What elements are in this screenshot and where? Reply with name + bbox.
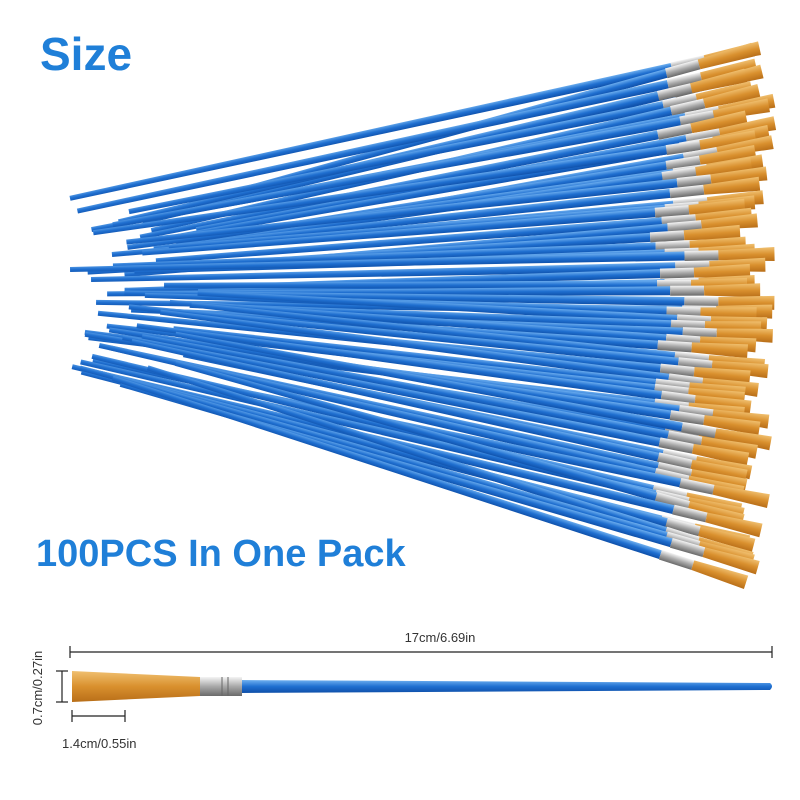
single-brush	[72, 671, 772, 702]
brush-part	[679, 477, 715, 495]
brush-part	[702, 547, 760, 575]
brush-part	[111, 375, 662, 559]
brush	[139, 110, 748, 240]
brush-part	[142, 208, 656, 256]
brush-part	[169, 299, 667, 344]
brush	[69, 247, 775, 272]
brush-bundle	[69, 41, 777, 590]
height-label: 0.7cm/0.27in	[30, 651, 45, 725]
brush-part	[112, 242, 656, 269]
length-label: 17cm/6.69in	[405, 630, 476, 645]
brush-part	[164, 280, 658, 290]
brush-part	[175, 331, 683, 432]
brush-part	[122, 335, 661, 447]
dimension-lines	[56, 646, 773, 722]
brush-part	[681, 422, 717, 439]
brush-part	[665, 140, 701, 156]
brush-part	[676, 174, 712, 188]
width-label: 1.4cm/0.55in	[62, 736, 136, 751]
brush-part	[141, 334, 669, 440]
brush-part	[659, 267, 695, 279]
brush-part	[683, 224, 741, 241]
brush-part	[690, 110, 748, 134]
brush-part	[672, 504, 708, 523]
brush-part	[657, 83, 693, 101]
brush-part	[126, 178, 678, 245]
brush-part	[189, 302, 672, 330]
brush-part	[670, 98, 706, 116]
brush-part	[128, 101, 665, 215]
brush	[142, 198, 746, 256]
brush-part	[714, 428, 772, 451]
brush-part	[669, 537, 706, 558]
brush-part	[665, 155, 701, 171]
brush-part	[69, 62, 673, 201]
brush	[111, 375, 749, 590]
brush-part	[701, 213, 758, 231]
brush-part	[131, 338, 660, 462]
brush-part	[712, 484, 770, 508]
brush-part	[698, 526, 756, 553]
brush-part	[109, 345, 657, 478]
brush-part	[665, 517, 701, 537]
brush-part	[700, 58, 758, 83]
brush-part	[666, 306, 701, 318]
brush-part	[669, 410, 705, 426]
brush-part	[659, 363, 695, 377]
brush-part	[691, 342, 749, 359]
brush-part	[693, 263, 751, 278]
brush	[128, 304, 769, 379]
brush-part	[654, 205, 690, 218]
brush	[76, 58, 758, 214]
brush-part	[657, 340, 693, 353]
brush-part	[679, 110, 715, 127]
brush-part	[657, 123, 693, 140]
brush-part	[146, 365, 668, 536]
brush-part	[136, 323, 662, 401]
brush-part	[92, 145, 668, 236]
brush-part	[711, 360, 769, 379]
brush-part	[649, 230, 685, 243]
brush-part	[657, 452, 693, 470]
brush-part	[155, 217, 663, 264]
brush-part	[666, 72, 703, 90]
brush-part	[705, 512, 763, 538]
brush-part	[90, 262, 676, 283]
brush-part	[112, 116, 682, 228]
brush-part	[139, 130, 659, 240]
brush-part	[664, 59, 701, 79]
brush-part	[128, 304, 679, 367]
brush-part	[703, 84, 761, 109]
brush-part	[718, 247, 775, 262]
brush-part	[69, 251, 685, 272]
brush-part	[684, 296, 719, 307]
brush-part	[704, 283, 761, 298]
brush	[175, 331, 772, 451]
brush-part	[697, 42, 755, 70]
brush	[122, 335, 750, 467]
brush-part	[658, 549, 695, 570]
brush-part	[76, 79, 669, 214]
brush-part	[670, 285, 705, 296]
brush-part	[174, 360, 658, 502]
caption: 100PCS In One Pack	[36, 533, 406, 575]
brush-part	[669, 184, 705, 199]
brush-part	[703, 415, 761, 436]
brush-part	[658, 437, 694, 454]
brush-part	[703, 176, 761, 195]
brush-part	[197, 290, 678, 324]
brush-part	[667, 430, 703, 447]
brush-part	[654, 492, 691, 511]
brush-part	[690, 68, 748, 94]
brush-part	[684, 250, 719, 262]
brush-part	[691, 443, 750, 467]
brush-part	[693, 366, 751, 385]
brush-part	[691, 560, 749, 590]
brush-part	[159, 309, 670, 383]
title: Size	[40, 28, 132, 80]
